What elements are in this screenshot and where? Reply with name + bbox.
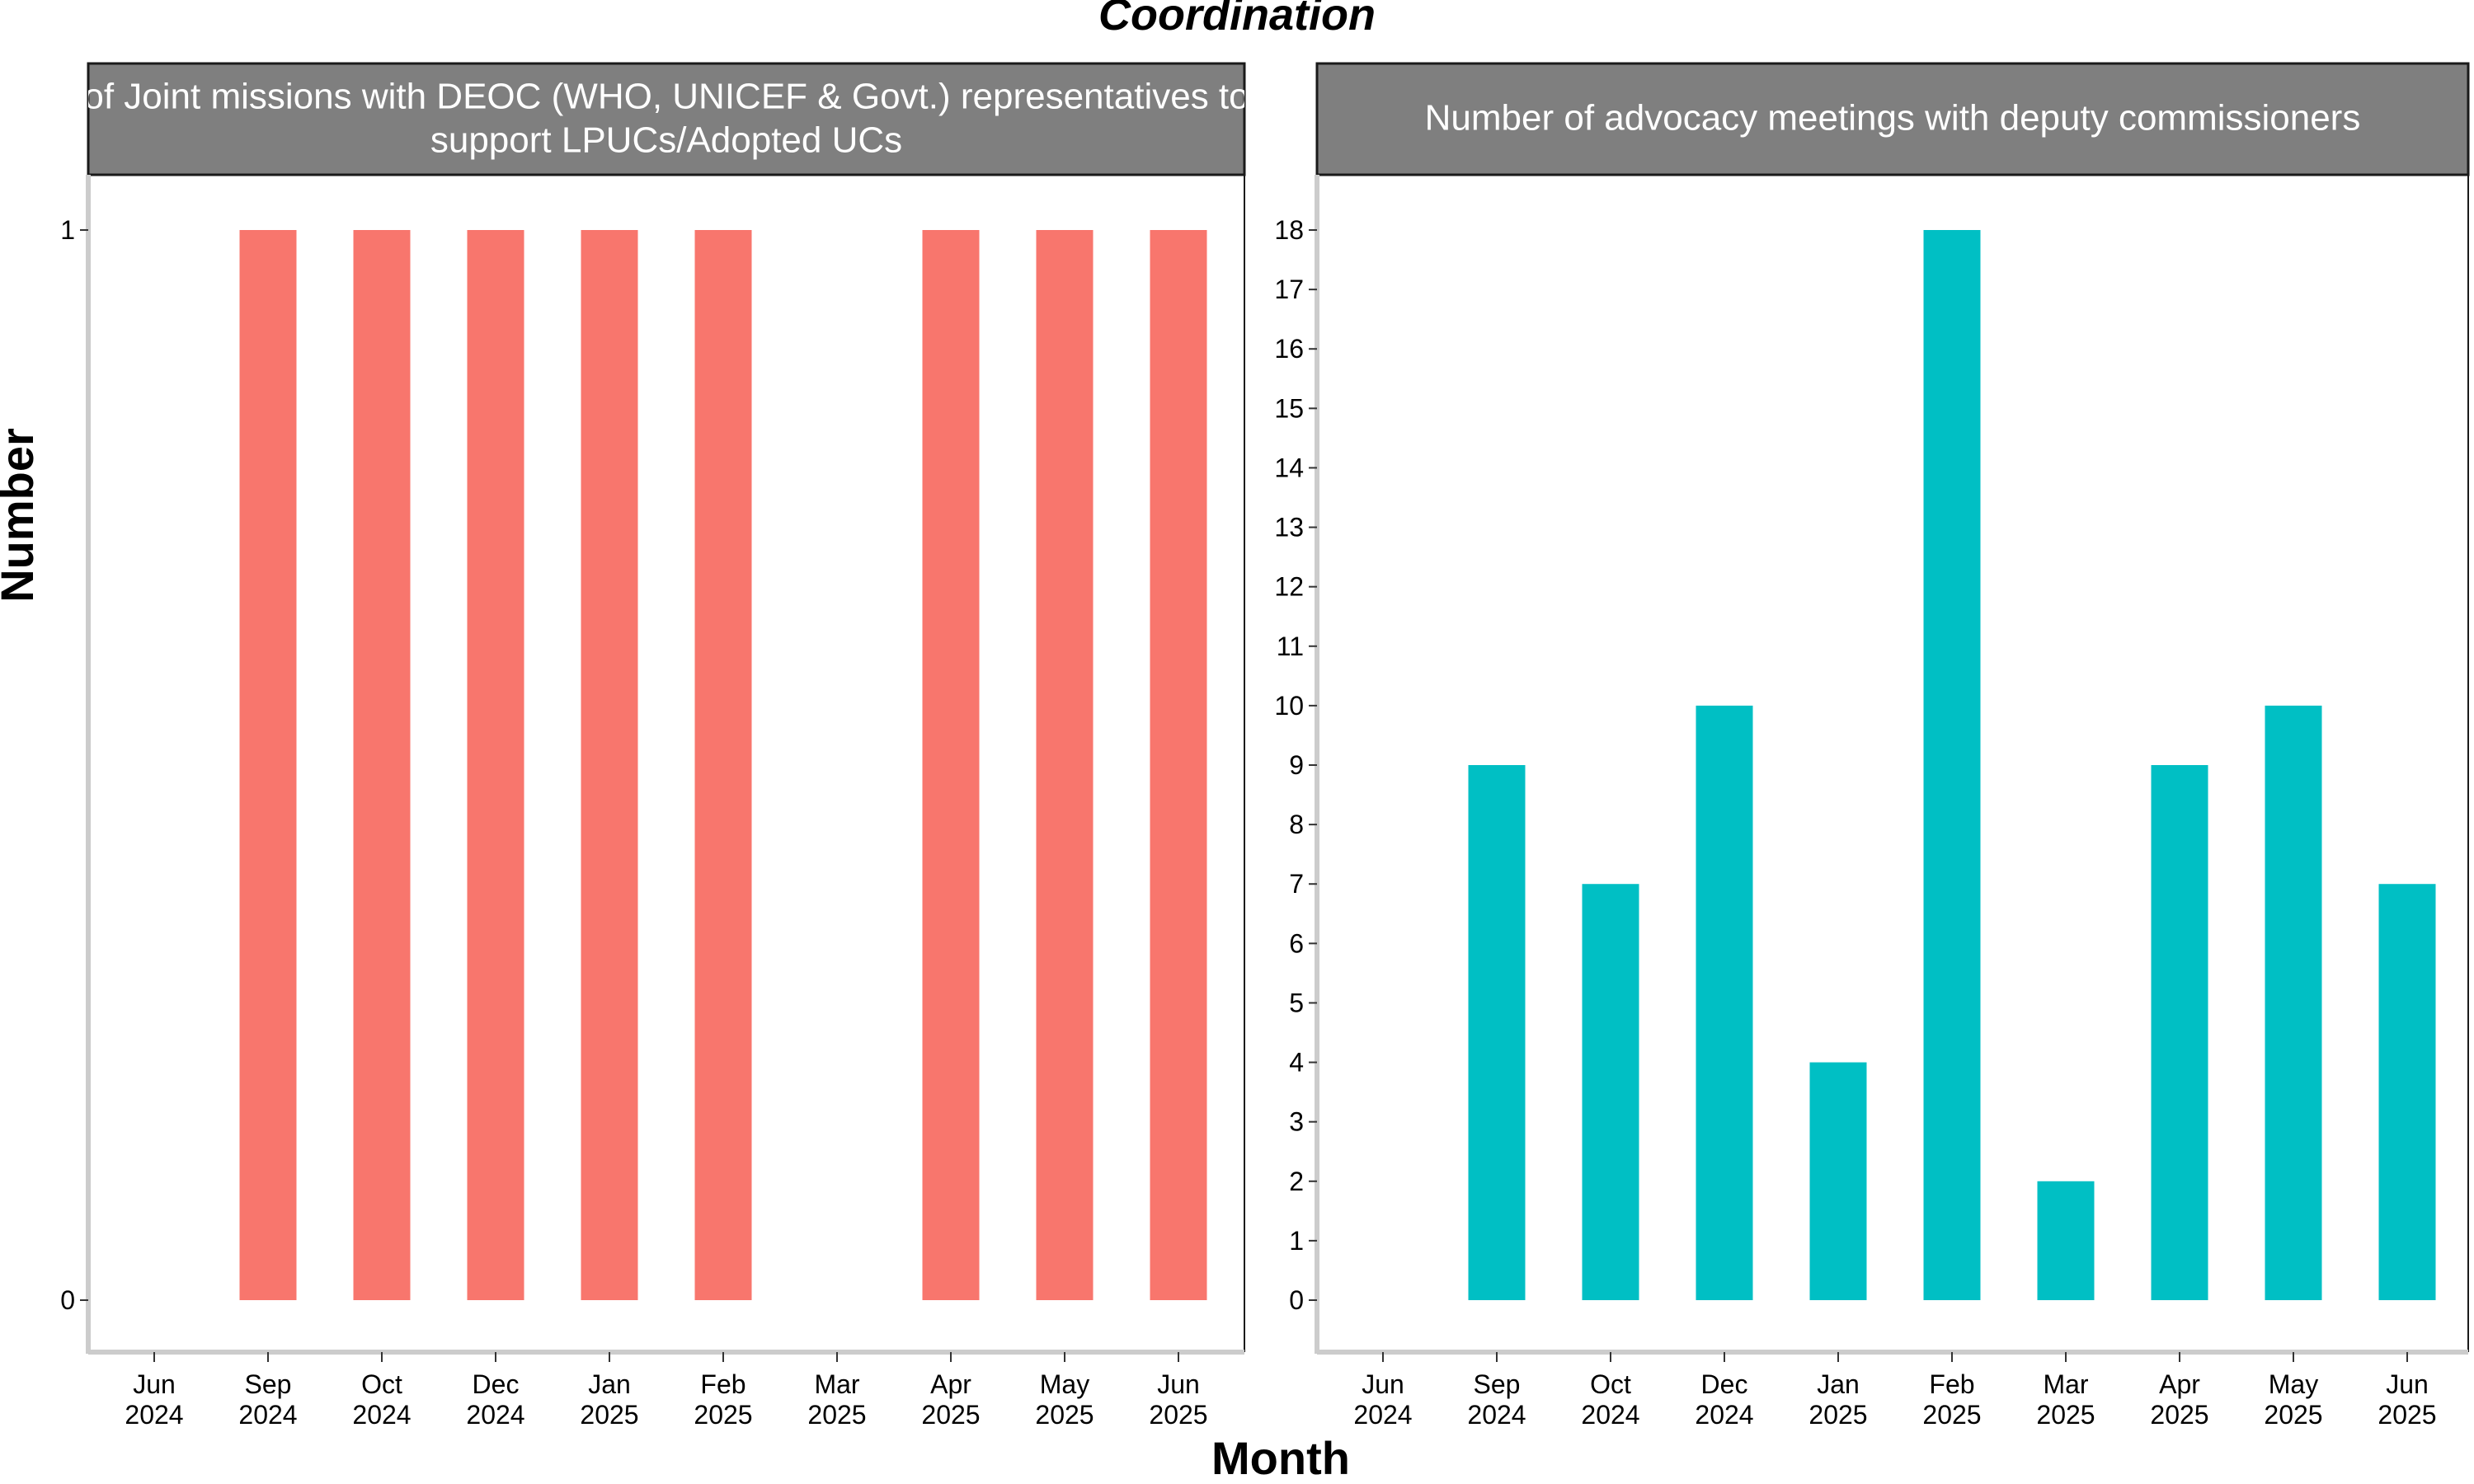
facet-panel-1: of Joint missions with DEOC (WHO, UNICEF… [60,62,1249,1430]
x-axis-title: Month [1211,1432,1350,1484]
y-tick-label: 2 [1289,1167,1304,1196]
x-tick-label-year: 2024 [1581,1400,1639,1430]
y-tick-label: 12 [1274,572,1304,602]
x-tick-label-month: Dec [1701,1369,1748,1399]
x-tick-label-year: 2025 [807,1400,866,1430]
x-tick-label-month: Feb [700,1369,745,1399]
y-tick-label: 17 [1274,275,1304,304]
facet-strip-label-2: Number of advocacy meetings with deputy … [1425,98,2361,139]
bar-jan-2025 [581,230,638,1300]
facet-panel-2: Number of advocacy meetings with deputy … [1274,62,2470,1430]
y-tick-label: 15 [1274,393,1304,423]
strip-label-line: support LPUCs/Adopted UCs [430,120,902,161]
x-tick-label-year: 2025 [1808,1400,1867,1430]
y-tick-label: 1 [60,215,75,245]
bar-apr-2025 [922,230,980,1300]
x-tick-label-year: 2025 [2150,1400,2208,1430]
x-tick-label-month: Oct [1590,1369,1631,1399]
x-tick-label-month: Mar [814,1369,859,1399]
x-tick-label-year: 2024 [238,1400,297,1430]
x-tick-label-year: 2025 [2264,1400,2322,1430]
y-tick-label: 16 [1274,334,1304,364]
x-tick-label-year: 2025 [2378,1400,2436,1430]
bar-apr-2025 [2151,765,2208,1300]
y-tick-label: 3 [1289,1107,1304,1137]
bar-may-2025 [2265,705,2322,1300]
x-tick-label-month: Jan [1817,1369,1860,1399]
x-tick-label-year: 2025 [921,1400,980,1430]
y-tick-label: 11 [1277,632,1304,661]
y-tick-label: 8 [1289,810,1304,839]
facet-panels: of Joint missions with DEOC (WHO, UNICEF… [60,62,2470,1430]
bar-feb-2025 [1923,230,1981,1300]
x-tick-label-year: 2025 [1035,1400,1094,1430]
x-tick-label-month: Sep [245,1369,292,1399]
bar-oct-2024 [353,230,411,1300]
y-tick-label: 18 [1274,215,1304,245]
bar-sep-2024 [1468,765,1526,1300]
bar-jan-2025 [1809,1062,1867,1300]
x-tick-label-year: 2025 [1922,1400,1981,1430]
bar-mar-2025 [2037,1181,2095,1300]
x-tick-label-month: Jun [133,1369,176,1399]
x-tick-label-year: 2024 [1353,1400,1412,1430]
bar-jun-2025 [1150,230,1207,1300]
bar-may-2025 [1036,230,1094,1300]
chart-title: Coordination [1098,0,1376,40]
x-tick-label-month: Dec [473,1369,520,1399]
y-tick-label: 13 [1274,513,1304,542]
bar-jun-2025 [2378,884,2436,1300]
y-tick-label: 10 [1274,691,1304,721]
x-tick-label-month: Mar [2043,1369,2088,1399]
x-tick-label-month: Jun [1157,1369,1200,1399]
y-tick-label: 7 [1289,869,1304,899]
bar-dec-2024 [1696,705,1753,1300]
x-tick-label-month: Jun [2386,1369,2429,1399]
y-tick-label: 1 [1289,1226,1304,1256]
x-tick-label-year: 2024 [125,1400,183,1430]
facet-strip-2 [1315,62,2470,176]
x-tick-label-month: Apr [930,1369,971,1399]
x-tick-label-year: 2025 [580,1400,638,1430]
x-tick-label-month: Jan [588,1369,631,1399]
x-tick-label-month: Oct [361,1369,402,1399]
y-tick-label: 4 [1289,1048,1304,1078]
x-tick-label-year: 2025 [2036,1400,2095,1430]
x-tick-label-month: Jun [1362,1369,1404,1399]
y-tick-label: 9 [1289,750,1304,780]
y-tick-label: 5 [1289,988,1304,1017]
bar-feb-2025 [694,230,752,1300]
y-tick-label: 6 [1289,928,1304,958]
y-tick-label: 14 [1274,453,1304,482]
x-tick-label-year: 2024 [466,1400,524,1430]
facet-strip-label-1: of Joint missions with DEOC (WHO, UNICEF… [83,77,1249,161]
x-tick-label-month: May [2269,1369,2318,1399]
x-tick-label-month: May [1040,1369,1089,1399]
strip-label-line: of Joint missions with DEOC (WHO, UNICEF… [83,77,1249,117]
bar-dec-2024 [467,230,524,1300]
y-tick-label: 0 [60,1285,75,1315]
x-tick-label-month: Sep [1474,1369,1521,1399]
y-axis-title: Number [0,428,43,603]
x-tick-label-year: 2025 [694,1400,752,1430]
x-tick-label-month: Apr [2159,1369,2200,1399]
x-tick-label-year: 2024 [1467,1400,1526,1430]
x-tick-label-year: 2024 [1695,1400,1753,1430]
x-tick-label-year: 2024 [352,1400,411,1430]
x-tick-label-year: 2025 [1149,1400,1207,1430]
strip-label-line: Number of advocacy meetings with deputy … [1425,98,2361,139]
y-tick-label: 0 [1289,1285,1304,1315]
x-tick-label-month: Feb [1929,1369,1974,1399]
bar-oct-2024 [1582,884,1639,1300]
bar-sep-2024 [239,230,297,1300]
facet-strip-1 [87,62,1246,176]
